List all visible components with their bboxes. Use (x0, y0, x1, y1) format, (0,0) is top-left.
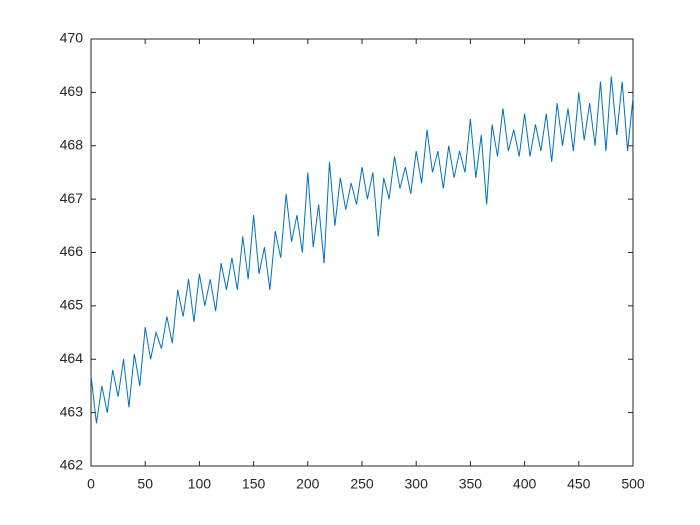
y-tick-label: 470 (60, 30, 84, 46)
x-tick-label: 350 (459, 476, 483, 492)
x-tick-label: 450 (567, 476, 591, 492)
x-tick-label: 100 (188, 476, 212, 492)
y-tick-label: 468 (60, 136, 84, 152)
y-tick-label: 469 (60, 83, 84, 99)
x-tick-label: 0 (87, 476, 95, 492)
x-tick-label: 500 (621, 476, 645, 492)
x-tick-label: 150 (242, 476, 266, 492)
x-tick-label: 250 (350, 476, 374, 492)
y-tick-label: 466 (60, 243, 84, 259)
y-tick-label: 464 (60, 350, 84, 366)
y-tick-label: 465 (60, 297, 84, 313)
x-tick-label: 50 (137, 476, 153, 492)
x-tick-label: 300 (405, 476, 429, 492)
y-tick-label: 467 (60, 190, 84, 206)
axes-box (91, 39, 633, 466)
y-tick-label: 463 (60, 403, 84, 419)
x-tick-label: 400 (513, 476, 537, 492)
y-tick-label: 462 (60, 457, 84, 473)
x-tick-label: 200 (296, 476, 320, 492)
